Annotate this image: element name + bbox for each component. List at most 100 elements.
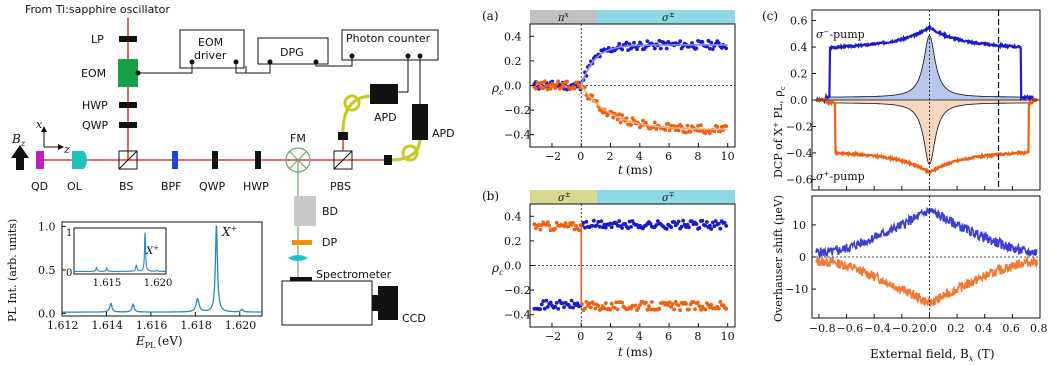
hwp-label: HWP — [243, 180, 269, 193]
bz-label: Bz — [11, 132, 26, 148]
panel-a-point — [724, 46, 729, 51]
panel-b-point — [571, 220, 575, 225]
sigma-minus-pump-label: σ−-pump — [816, 28, 865, 41]
panel-b-point — [629, 225, 633, 229]
panel-b-point — [541, 299, 546, 303]
panel-a-point — [609, 49, 614, 54]
ol-label: OL — [67, 180, 83, 193]
panel-a-plot: −2 0 2 4 6 8 10 −0.4 −0.2 0.0 0.2 0.4 — [504, 24, 735, 163]
inset-xtick-label: 1.620 — [144, 278, 173, 289]
panel-b-band-right-label: σ∓ — [662, 191, 675, 204]
panel-b-point — [638, 303, 642, 307]
panel-b-point — [544, 298, 549, 303]
panel-b-point — [566, 224, 571, 229]
fiber-1 — [341, 94, 371, 133]
panel-b-point — [693, 307, 697, 312]
ccd — [378, 286, 398, 320]
apd1-label: APD — [374, 111, 397, 124]
panel-a-xtick-label: 0 — [577, 150, 584, 163]
panel-b-point — [630, 219, 635, 223]
panel-b-point — [553, 304, 558, 309]
c-xtick-label: 0.0 — [919, 322, 937, 335]
panel-b-point — [627, 219, 632, 224]
panel-b-point — [681, 218, 685, 223]
hwp-top-label: HWP — [82, 99, 108, 112]
dpg-label: DPG — [280, 46, 304, 59]
panel-a-point — [706, 38, 711, 43]
c-xtick-label: 0.2 — [947, 322, 965, 335]
panel-a-point — [611, 115, 616, 120]
panel-b-point — [684, 302, 688, 306]
c-bot-ytick-label: 0 — [799, 251, 806, 264]
panel-b-point — [597, 224, 602, 229]
panel-b-point — [705, 220, 709, 224]
panel-b-point — [703, 223, 708, 228]
panel-b-point — [654, 223, 659, 227]
z-axis-glyph-label: z — [63, 143, 70, 156]
panel-c-top-plot: −0.6 −0.4 −0.2 0.0 0.2 0.4 0.6 — [786, 10, 1041, 190]
panel-b-point — [584, 300, 589, 304]
panel-a-ytick-label: −0.2 — [504, 104, 531, 117]
pl-ytick-label: 1.0 — [38, 220, 56, 233]
c-top-ytick-label: −0.6 — [786, 173, 813, 186]
panel-b-point — [539, 302, 544, 307]
c-xtick-label: −0.2 — [892, 322, 919, 335]
pl-ytick-label: 0.0 — [38, 307, 56, 320]
panel-a-point — [641, 118, 645, 123]
c-top-ytick-label: 0.2 — [790, 68, 808, 81]
panel-b-point — [670, 302, 675, 306]
panel-b-point — [687, 307, 691, 312]
panel-b-point — [609, 225, 614, 230]
panel-b-point — [584, 219, 589, 224]
c-top-ytick-label: −0.2 — [786, 120, 813, 133]
panel-b-point — [615, 223, 620, 228]
apd-2 — [412, 104, 428, 140]
eom-block — [118, 59, 138, 87]
bpf-label: BPF — [161, 180, 182, 193]
panel-c-xlabel: External field, Bx (T) — [870, 347, 995, 363]
pl-xtick-label: 1.614 — [91, 319, 123, 332]
panel-a-point — [565, 79, 569, 84]
ccd-label: CCD — [402, 312, 426, 325]
pl-xtick-label: 1.620 — [225, 319, 257, 332]
panel-b-point — [697, 304, 702, 308]
panel-a-point — [557, 82, 562, 87]
panel-a-point — [620, 113, 624, 117]
sigma-plus-pump-label: σ+-pump — [816, 170, 865, 183]
panel-a-point — [715, 124, 720, 129]
panel-b-point — [571, 305, 575, 310]
panel-b-point — [590, 224, 595, 228]
panel-b-point — [532, 222, 537, 227]
panel-b-point — [644, 300, 648, 305]
pl-spectrum-chart: 1.612 1.614 1.616 1.618 1.620 0.0 0.5 1.0 PL In… — [6, 219, 263, 350]
panel-b-point — [609, 301, 614, 306]
depolarizer — [292, 240, 312, 245]
fiber-2 — [389, 137, 422, 162]
panel-b-point — [708, 223, 712, 228]
pl-peak-label: X+ — [221, 224, 237, 239]
panel-b-point — [679, 224, 684, 229]
panel-b-point — [709, 227, 714, 231]
panel-a-xtick-label: 8 — [694, 150, 701, 163]
panel-a-point — [534, 86, 538, 91]
eom-driver-label-1: EOM — [198, 36, 223, 49]
photon-counter-label: Photon counter — [346, 32, 431, 45]
qwp-label: QWP — [199, 180, 226, 193]
hwp-top — [119, 102, 137, 108]
panel-b-point — [589, 305, 593, 310]
panel-b-chart: (b) σ± σ∓ −2 0 2 4 6 8 10−0.4−0.20.00.20.4 ρc … — [482, 189, 736, 359]
c-xtick-label: 0.4 — [975, 322, 993, 335]
panel-b-point — [568, 305, 572, 309]
apd-1 — [370, 84, 398, 104]
panel-a-point — [673, 128, 678, 133]
pl-xtick-label: 1.618 — [180, 319, 212, 332]
panel-b-point — [553, 226, 558, 231]
pl-xtick-label: 1.616 — [136, 319, 168, 332]
panel-b-point — [554, 301, 559, 305]
panel-b-point — [583, 306, 587, 311]
panel-b-point — [676, 219, 681, 224]
panel-a-point — [560, 81, 565, 86]
panel-a-point — [664, 46, 669, 51]
panel-a-point — [657, 38, 662, 43]
